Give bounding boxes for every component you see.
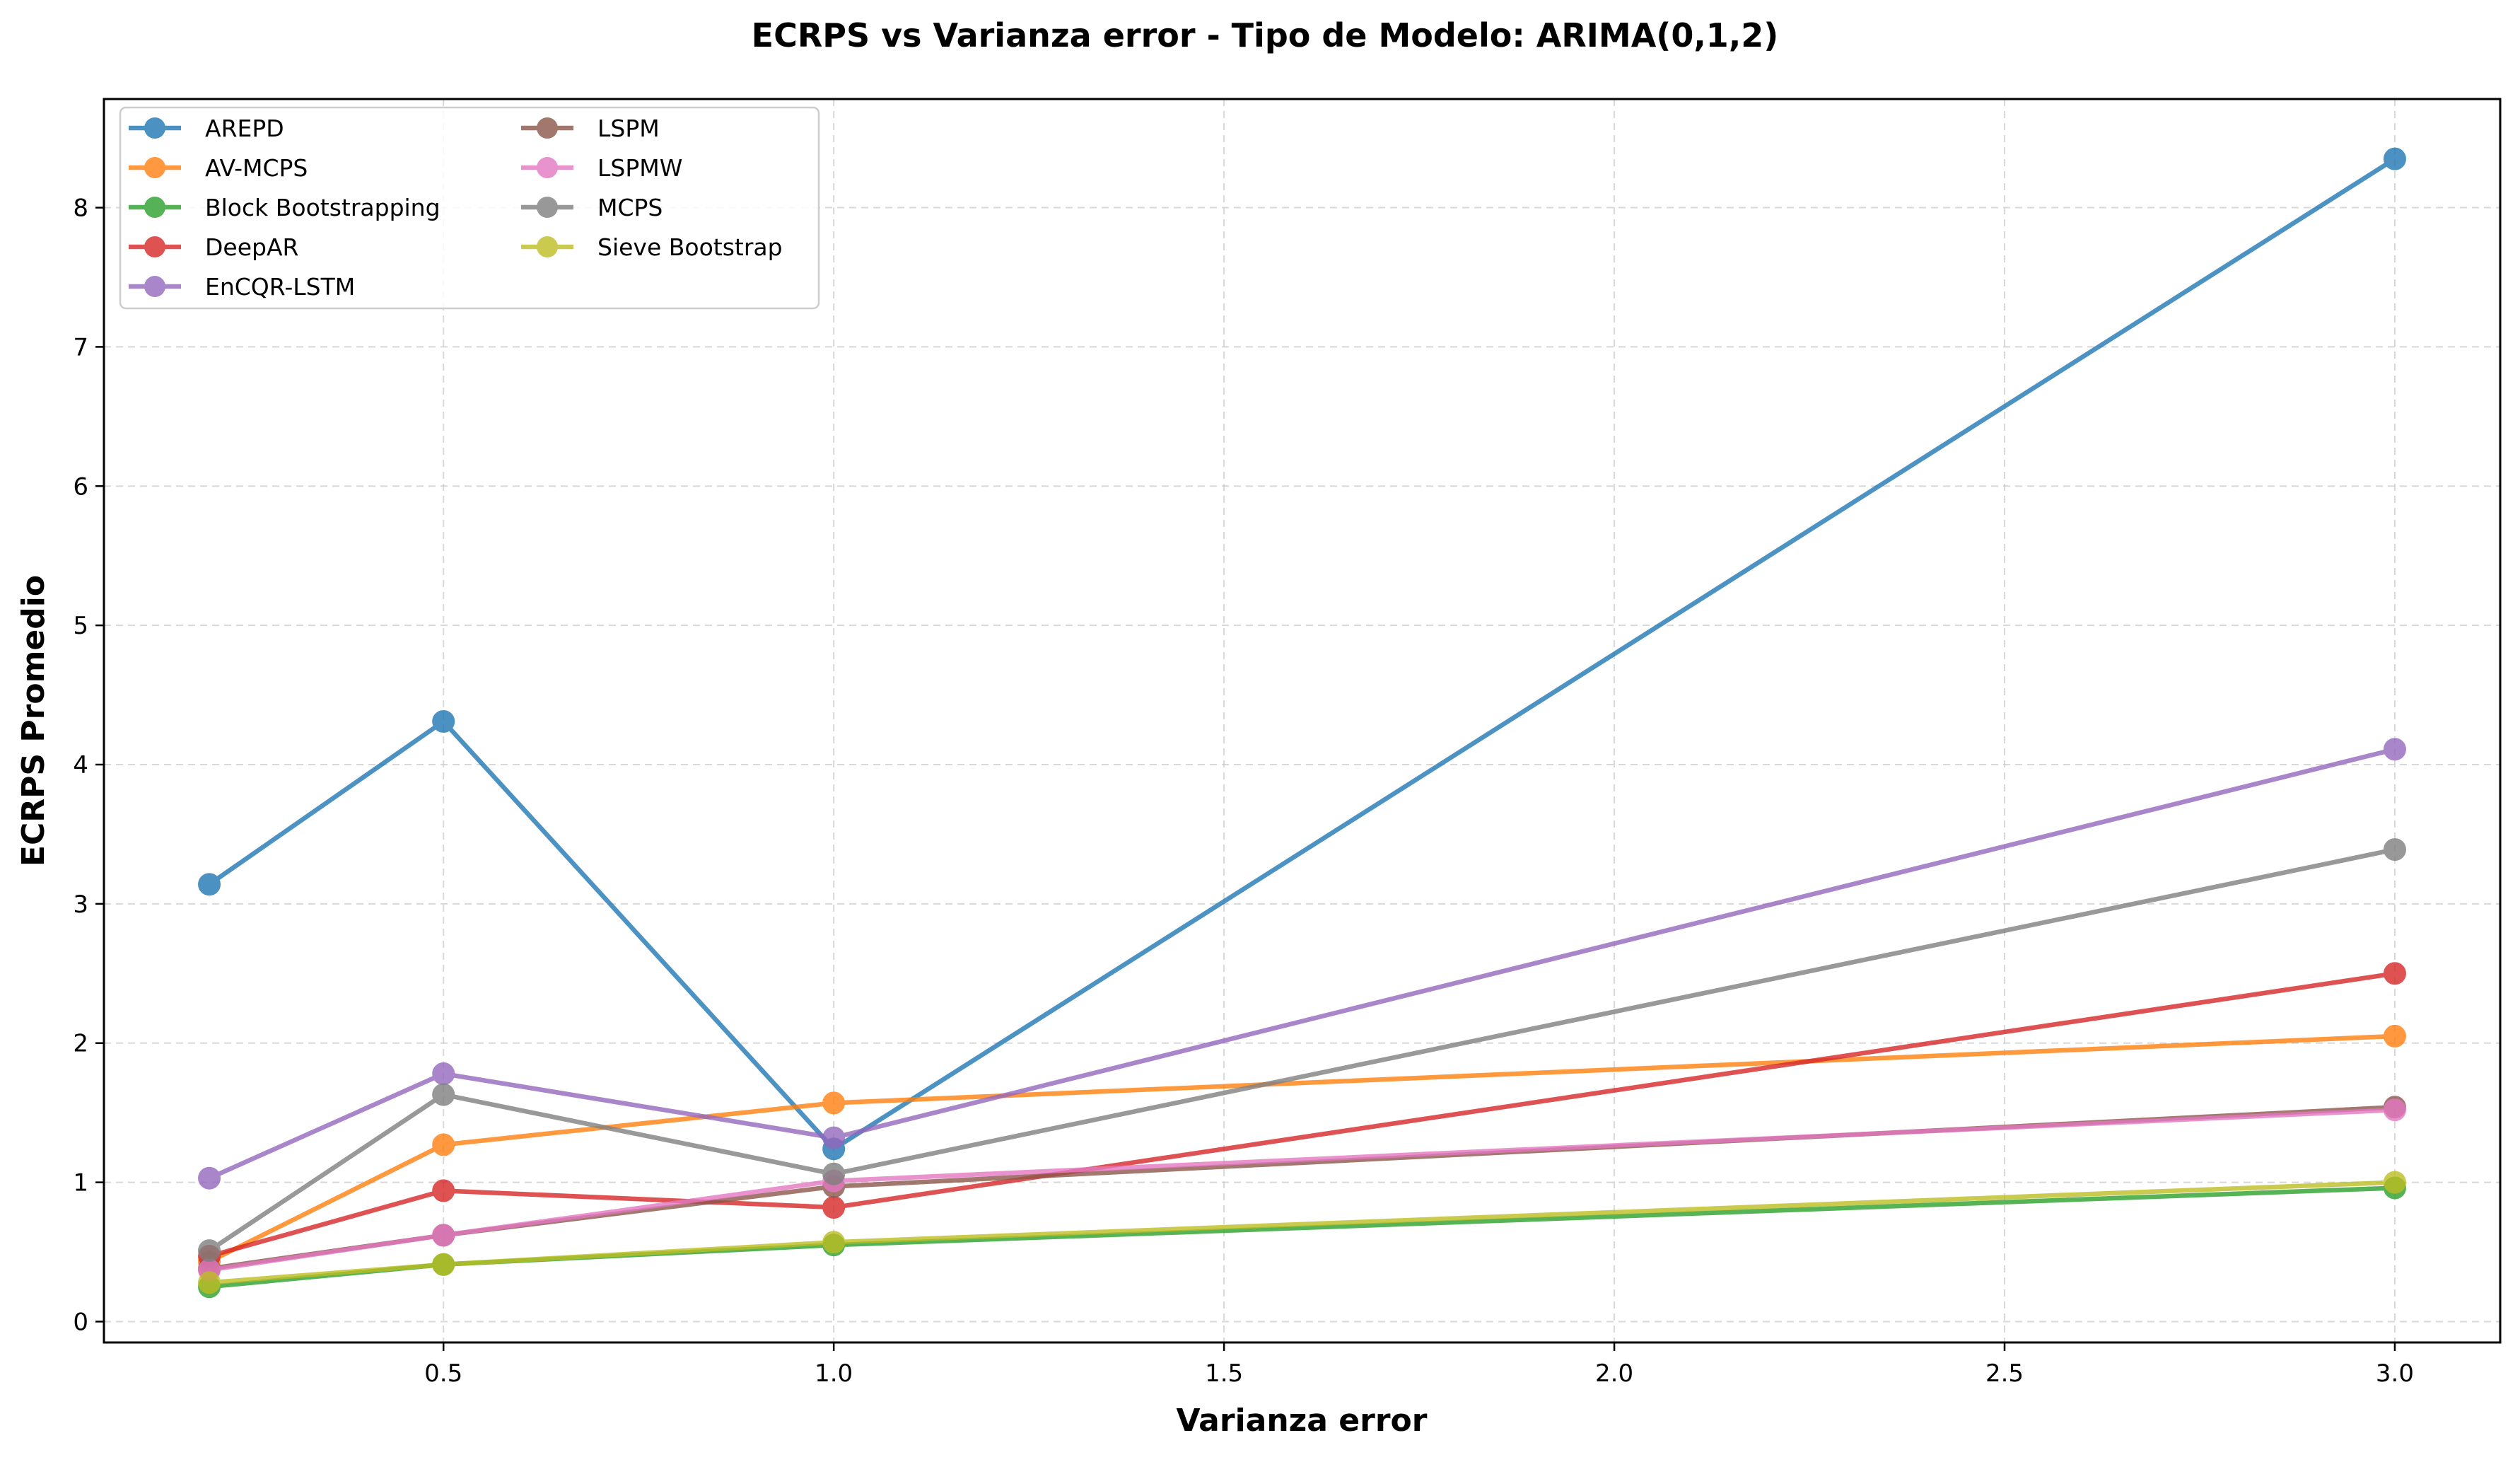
y-tick-label: 8 (73, 195, 88, 223)
plot-frame (103, 98, 2502, 1344)
legend-label: LSPMW (597, 154, 682, 182)
y-tick-label: 4 (73, 751, 88, 779)
legend-item (521, 236, 573, 257)
x-tick-label: 0.5 (424, 1359, 462, 1388)
y-tick-label: 5 (73, 612, 88, 640)
legend-label: MCPS (597, 194, 663, 221)
y-axis: 0 1 2 3 4 5 6 7 8 (73, 195, 104, 1336)
series-layer (198, 147, 2406, 1299)
legend-marker (537, 117, 558, 139)
y-axis-label: ECRPS Promedio (16, 575, 52, 866)
x-tick-label: 2.5 (1985, 1359, 2024, 1388)
legend-label: LSPM (597, 115, 660, 142)
series-line (208, 847, 2396, 1253)
legend-label: AV-MCPS (205, 154, 308, 182)
data-point (198, 1239, 221, 1263)
data-point (432, 1253, 455, 1276)
chart-title: ECRPS vs Varianza error - Tipo de Modelo… (752, 16, 1779, 54)
legend-marker (144, 117, 165, 139)
data-point (198, 1166, 221, 1190)
y-tick-label: 6 (73, 472, 88, 501)
y-tick-label: 3 (73, 890, 88, 919)
data-point (822, 1196, 846, 1219)
data-point (2383, 962, 2406, 985)
x-tick-label: 1.5 (1205, 1359, 1243, 1388)
y-tick-label: 1 (73, 1169, 88, 1197)
legend-label: AREPD (205, 115, 284, 142)
legend-item (129, 157, 181, 178)
series-line (208, 1033, 2396, 1264)
legend-item (129, 197, 181, 218)
legend-marker (144, 197, 165, 218)
grid (104, 99, 2500, 1342)
legend-marker (144, 236, 165, 257)
data-point (432, 1062, 455, 1086)
data-point (2383, 1171, 2406, 1194)
data-point (822, 1126, 846, 1149)
series-line (209, 1105, 2396, 1271)
x-axis: 0.5 1.0 1.5 2.0 2.5 3.0 (424, 1342, 2414, 1388)
legend-label: Sieve Bootstrap (597, 233, 783, 261)
data-point (822, 1162, 846, 1185)
legend-label: Block Bootstrapping (205, 194, 441, 221)
legend-label: DeepAR (205, 233, 298, 261)
series-line (209, 1107, 2396, 1272)
series-line (208, 747, 2396, 1180)
series-sieve-bootstrap (198, 1171, 2406, 1294)
legend-item (129, 117, 181, 139)
legend-marker (144, 157, 165, 178)
data-point (2383, 147, 2406, 170)
y-tick-label: 7 (73, 333, 88, 361)
data-point (432, 1083, 455, 1106)
legend-item (129, 236, 181, 257)
data-point (432, 1133, 455, 1156)
series-mcps (198, 838, 2406, 1263)
data-point (432, 1179, 455, 1202)
legend-item (521, 197, 573, 218)
data-point (198, 1271, 221, 1294)
series-line (208, 156, 2396, 1151)
series-av-mcps (198, 1024, 2406, 1273)
series-line (209, 1185, 2396, 1289)
x-axis-label: Varianza error (1177, 1403, 1428, 1439)
series-line (209, 1180, 2396, 1285)
data-point (432, 1224, 455, 1247)
series-line (209, 971, 2396, 1259)
legend-marker (537, 157, 558, 178)
legend-item (129, 276, 181, 297)
legend-marker (537, 197, 558, 218)
data-point (2383, 738, 2406, 761)
data-point (2383, 1098, 2406, 1122)
data-point (822, 1231, 846, 1254)
legend-item (521, 117, 573, 139)
x-tick-label: 3.0 (2376, 1359, 2414, 1388)
y-tick-label: 2 (73, 1030, 88, 1058)
series-encqr-lstm (198, 738, 2406, 1190)
x-tick-label: 2.0 (1595, 1359, 1633, 1388)
data-point (2383, 838, 2406, 861)
legend-marker (537, 236, 558, 257)
data-point (2383, 1024, 2406, 1048)
series-lspmw (198, 1098, 2406, 1282)
x-tick-label: 1.0 (815, 1359, 853, 1388)
data-point (822, 1091, 846, 1115)
data-point (198, 873, 221, 896)
legend: AREPD AV-MCPS Block Bootstrapping DeepAR EnC… (119, 106, 820, 310)
legend-frame (119, 106, 820, 310)
data-point (432, 709, 455, 733)
y-tick-label: 0 (73, 1308, 88, 1336)
legend-label: EnCQR-LSTM (205, 273, 355, 301)
legend-item (521, 157, 573, 178)
legend-marker (144, 276, 165, 297)
